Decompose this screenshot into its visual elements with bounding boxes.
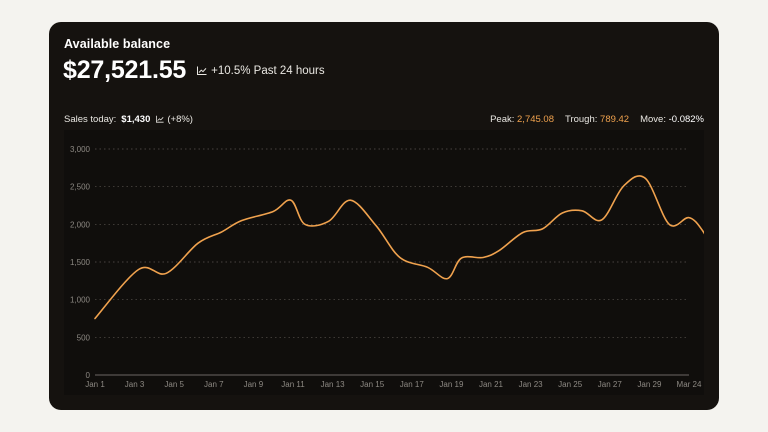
x-tick-label: Jan 21 [479, 380, 504, 389]
x-tick-label: Jan 17 [400, 380, 425, 389]
move-value: -0.082% [668, 113, 704, 125]
x-tick-label: Jan 11 [281, 380, 305, 389]
x-tick-label: Jan 27 [598, 380, 623, 389]
balance-change: +10.5% Past 24 hours [197, 64, 325, 77]
y-tick-label: 2,500 [70, 183, 91, 192]
y-tick-label: 1,000 [70, 296, 91, 305]
x-tick-label: Jan 23 [519, 380, 544, 389]
balance-chart-svg: 0 500 1,000 1,500 2,000 2,500 3,000 Jan 1 Jan 3 J… [70, 145, 714, 389]
x-tick-label: Jan 3 [125, 380, 145, 389]
x-tick-label: Jan 1 [85, 380, 105, 389]
sales-value: $1,430 [121, 113, 151, 125]
peak-label: Peak: [490, 113, 515, 125]
balance-card: Available balance $27,521.55 +10.5% Past… [49, 22, 719, 410]
y-tick-label: 0 [86, 371, 91, 380]
x-tick-label: Jan 15 [360, 380, 385, 389]
card-title: Available balance [64, 37, 171, 51]
move-label: Move: [640, 113, 666, 125]
x-tick-label: Jan 5 [164, 380, 184, 389]
x-tick-label: Jan 9 [244, 380, 264, 389]
sales-change: (+8%) [167, 113, 193, 125]
peak-stat: Peak: 2,745.08 [490, 114, 554, 125]
y-tick-label: 500 [77, 333, 91, 342]
sales-label: Sales today: [64, 113, 117, 125]
trend-chart-icon [197, 66, 207, 75]
balance-amount: $27,521.55 [63, 56, 187, 84]
balance-chart[interactable]: 0 500 1,000 1,500 2,000 2,500 3,000 Jan 1 Jan 3 J… [64, 130, 714, 395]
sales-today: Sales today: $1,430 (+8%) [64, 114, 193, 125]
trough-value: 789.42 [600, 113, 630, 125]
x-tick-label: Jan 29 [637, 380, 662, 389]
x-tick-label: Mar 24 [677, 380, 702, 389]
balance-row: $27,521.55 +10.5% Past 24 hours [63, 56, 325, 85]
balance-series-line [94, 175, 714, 320]
x-tick-label: Jan 19 [439, 380, 464, 389]
x-tick-label: Jan 13 [321, 380, 346, 389]
stats-row: Sales today: $1,430 (+8%) Peak: 2,745.08… [64, 112, 704, 126]
trend-chart-icon [156, 115, 164, 123]
x-tick-label: Jan 7 [204, 380, 224, 389]
balance-change-text: +10.5% Past 24 hours [211, 64, 325, 77]
x-tick-label: Jan 25 [558, 380, 583, 389]
move-stat: Move: -0.082% [640, 114, 704, 125]
y-tick-label: 1,500 [70, 258, 91, 267]
y-tick-label: 2,000 [70, 220, 91, 229]
trough-label: Trough: [565, 113, 598, 125]
y-tick-label: 3,000 [70, 145, 91, 154]
trough-stat: Trough: 789.42 [565, 114, 629, 125]
peak-value: 2,745.08 [517, 113, 554, 125]
chart-stats: Peak: 2,745.08 Trough: 789.42 Move: -0.0… [479, 114, 704, 125]
